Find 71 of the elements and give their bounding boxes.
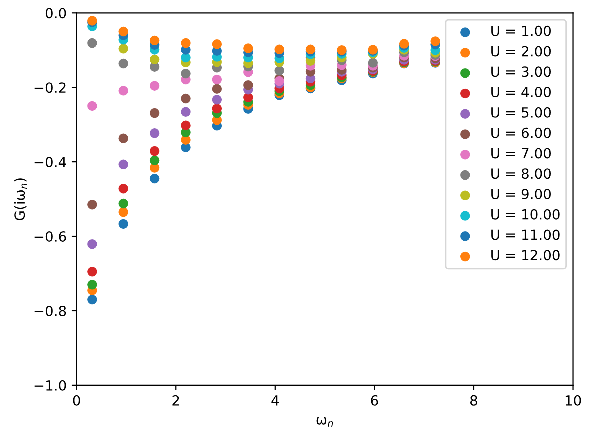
point <box>150 36 160 46</box>
point <box>274 44 284 54</box>
point <box>212 104 222 114</box>
point <box>244 80 254 90</box>
y-tick-label: −1.0 <box>34 380 66 391</box>
point <box>274 66 284 76</box>
x-tick-label: 4 <box>272 396 280 406</box>
legend-label: U = 2.00 <box>492 46 552 57</box>
point <box>88 239 98 250</box>
point <box>150 54 160 65</box>
point <box>181 94 191 104</box>
legend-label: U = 5.00 <box>492 107 552 118</box>
point <box>212 40 222 50</box>
point <box>306 44 316 54</box>
point <box>88 38 98 48</box>
point <box>88 101 98 112</box>
point <box>181 68 191 79</box>
point <box>118 198 128 209</box>
legend-label: U = 9.00 <box>492 188 552 200</box>
point <box>212 74 222 85</box>
point <box>118 86 128 96</box>
point <box>181 107 191 118</box>
x-axis-title: ω$_{n}$ <box>316 417 334 427</box>
legend-label: U = 3.00 <box>492 66 552 78</box>
point <box>118 44 128 54</box>
point <box>368 58 378 68</box>
legend-label: U = 8.00 <box>492 168 552 180</box>
point <box>88 200 98 210</box>
x-tick-label: 6 <box>371 395 378 406</box>
point <box>150 108 160 118</box>
y-tick-label: −0.6 <box>34 231 66 242</box>
point <box>181 38 191 48</box>
point <box>181 120 191 130</box>
point <box>150 174 160 184</box>
y-axis-title: G(iω$_{n}$) <box>14 178 28 220</box>
point <box>150 81 160 91</box>
point <box>244 44 254 54</box>
point <box>118 134 128 144</box>
point <box>118 207 128 218</box>
point <box>118 219 128 230</box>
x-tick-label: 2 <box>172 395 180 406</box>
x-tick-label: 0 <box>73 395 80 406</box>
legend-label: U = 4.00 <box>492 87 552 98</box>
point <box>88 280 98 290</box>
point <box>118 184 128 194</box>
point <box>118 58 128 69</box>
point <box>150 156 160 166</box>
legend-label: U = 11.00 <box>492 230 560 240</box>
legend-label: U = 6.00 <box>492 128 552 138</box>
point <box>118 26 128 37</box>
point <box>150 146 160 156</box>
point <box>212 95 222 105</box>
y-tick-label: 0.0 <box>46 8 66 19</box>
point <box>150 128 160 138</box>
y-tick-label: −0.4 <box>34 157 66 168</box>
legend-label: U = 7.00 <box>492 148 552 159</box>
point <box>212 84 222 94</box>
y-tick-label: −0.8 <box>34 306 66 316</box>
legend-label: U = 1.00 <box>492 26 552 36</box>
legend-label: U = 12.00 <box>492 250 560 261</box>
point <box>430 36 440 46</box>
point <box>274 76 284 86</box>
y-tick-label: −0.2 <box>34 82 66 94</box>
point <box>244 92 254 103</box>
point <box>88 267 98 277</box>
x-tick-label: 10 <box>566 395 582 406</box>
legend-label: U = 10.00 <box>492 209 560 220</box>
point <box>118 160 128 170</box>
point <box>181 52 191 63</box>
x-tick-label: 8 <box>470 395 478 406</box>
point <box>88 294 98 305</box>
